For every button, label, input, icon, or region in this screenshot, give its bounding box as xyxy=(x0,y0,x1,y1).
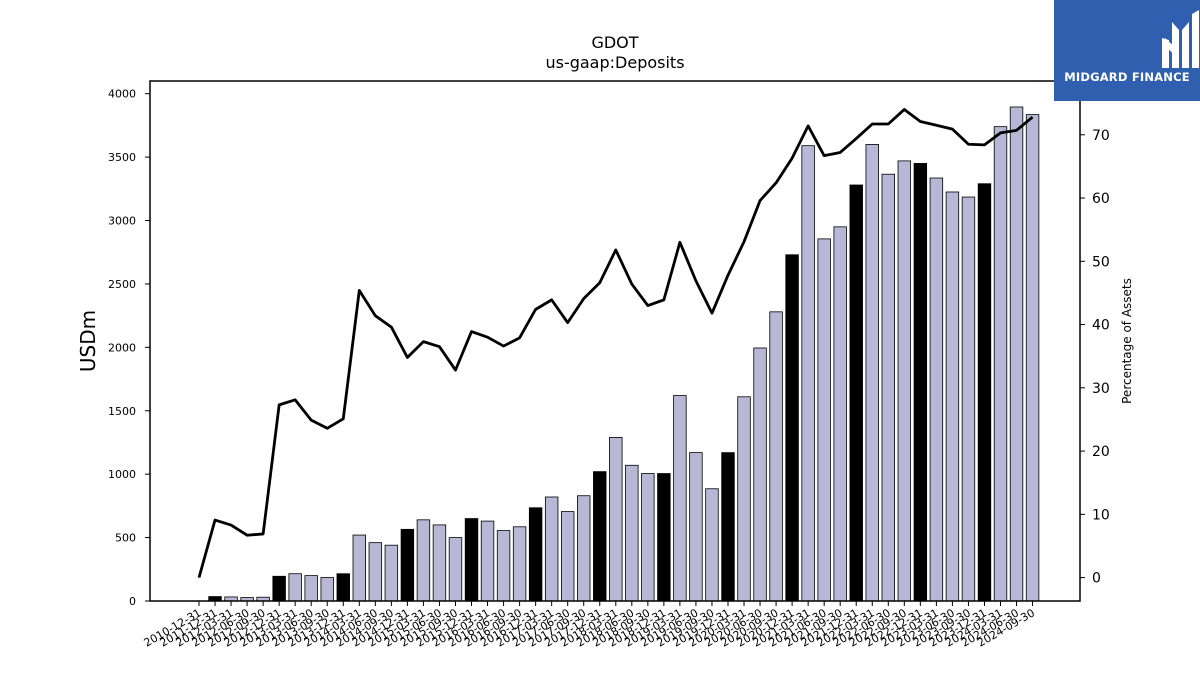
bar xyxy=(785,254,799,602)
bar xyxy=(945,191,960,602)
bar xyxy=(721,452,735,602)
bar xyxy=(368,542,383,602)
bar xyxy=(977,183,992,602)
y-tick-label: 2000 xyxy=(108,341,136,354)
y-tick-label: 3000 xyxy=(108,215,136,228)
bar xyxy=(865,144,879,602)
y-tick-label: 3500 xyxy=(108,151,136,164)
bar xyxy=(897,160,912,602)
chart-subtitle: us-gaap:Deposits xyxy=(545,53,684,72)
bar xyxy=(560,511,575,602)
logo-mark-icon xyxy=(1162,10,1199,68)
y2-tick-label: 20 xyxy=(1092,444,1110,460)
logo-text: MIDGARD FINANCE xyxy=(1064,70,1190,84)
bar xyxy=(609,436,623,602)
bar xyxy=(384,544,399,602)
bar xyxy=(753,347,767,602)
bar xyxy=(1009,106,1024,602)
y2-tick-label: 70 xyxy=(1092,128,1110,144)
bar xyxy=(881,173,895,602)
y-tick-label: 0 xyxy=(129,595,136,608)
chart-title: GDOT xyxy=(591,33,638,52)
y-tick-label: 500 xyxy=(115,532,136,545)
y2-tick-label: 50 xyxy=(1092,254,1110,270)
bar xyxy=(288,573,302,602)
bar xyxy=(400,528,415,602)
bar xyxy=(705,488,719,602)
y2-axis-label: Percentage of Assets xyxy=(1120,278,1134,404)
bar xyxy=(993,126,1008,602)
bar xyxy=(496,530,511,602)
bar xyxy=(801,145,815,602)
y2-tick-label: 10 xyxy=(1092,507,1110,523)
bar xyxy=(336,573,350,602)
bar xyxy=(929,177,944,602)
bar xyxy=(304,575,318,602)
bar xyxy=(352,534,367,602)
bar xyxy=(593,471,607,602)
bar xyxy=(673,395,687,602)
y-tick-label: 2500 xyxy=(108,278,136,291)
bar xyxy=(577,495,591,602)
bar xyxy=(320,577,334,602)
bar xyxy=(961,196,976,602)
percentage-line xyxy=(197,108,1034,578)
bar xyxy=(432,524,447,602)
y-tick-label: 1000 xyxy=(108,468,136,481)
bar xyxy=(528,507,543,602)
y-tick-label: 1500 xyxy=(108,405,136,418)
bar xyxy=(464,518,479,602)
bar xyxy=(657,473,671,602)
bar xyxy=(416,519,431,602)
y2-tick-label: 30 xyxy=(1092,381,1110,397)
bar xyxy=(689,452,703,602)
y2-tick-label: 40 xyxy=(1092,318,1110,334)
bar xyxy=(1025,114,1040,602)
bar xyxy=(625,464,639,602)
bar xyxy=(480,520,495,602)
bar xyxy=(512,526,527,602)
bar xyxy=(817,238,831,602)
plot-frame xyxy=(149,80,1081,602)
y2-tick-label: 0 xyxy=(1092,571,1101,587)
y2-tick-label: 60 xyxy=(1092,191,1110,207)
bar xyxy=(544,496,559,602)
bar xyxy=(641,473,655,602)
bar xyxy=(769,311,783,602)
midgard-finance-logo: MIDGARD FINANCE xyxy=(1054,0,1200,101)
bar xyxy=(849,184,863,602)
bar xyxy=(272,575,286,602)
y-axis-label: USDm xyxy=(76,310,100,372)
bar xyxy=(833,226,847,602)
bar xyxy=(448,537,463,602)
y-tick-label: 4000 xyxy=(108,88,136,101)
bar xyxy=(737,396,751,602)
bar xyxy=(913,163,928,602)
